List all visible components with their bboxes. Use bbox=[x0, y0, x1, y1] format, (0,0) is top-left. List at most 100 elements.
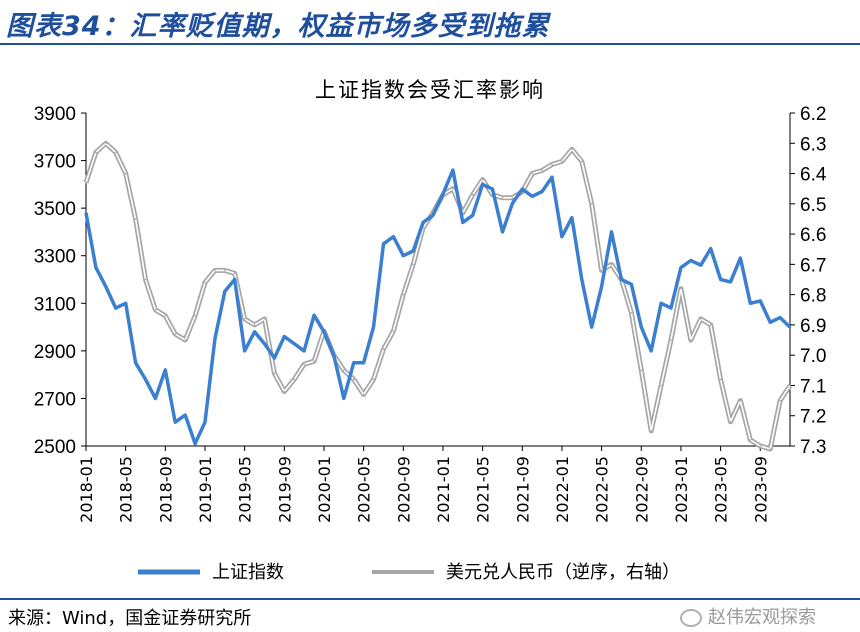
point-usdcny bbox=[561, 160, 563, 163]
point-shci bbox=[322, 330, 326, 333]
x-tick-label: 2018-05 bbox=[117, 456, 136, 523]
point-usdcny bbox=[343, 369, 345, 372]
y-right-tick-label: 6.3 bbox=[800, 134, 826, 155]
point-shci bbox=[402, 254, 405, 257]
point-shci bbox=[283, 335, 286, 338]
point-usdcny bbox=[531, 172, 533, 175]
x-tick-label: 2019-05 bbox=[236, 456, 255, 523]
figure-title: 图表34：汇率贬值期，权益市场多受到拖累 bbox=[6, 11, 550, 42]
x-tick-label: 2018-01 bbox=[77, 456, 96, 523]
point-shci bbox=[382, 242, 385, 245]
point-usdcny bbox=[660, 384, 662, 387]
series-line-usdcny bbox=[83, 140, 793, 452]
x-tick-label: 2019-09 bbox=[275, 456, 294, 523]
x-tick-label: 2023-09 bbox=[751, 456, 770, 523]
point-shci bbox=[739, 256, 742, 260]
y-left-tick-label: 3700 bbox=[34, 152, 76, 173]
point-usdcny bbox=[95, 151, 97, 154]
point-shci bbox=[540, 190, 544, 193]
point-usdcny bbox=[392, 330, 395, 332]
point-shci bbox=[679, 266, 683, 269]
point-shci bbox=[421, 221, 425, 224]
y-left-tick-label: 2700 bbox=[34, 389, 76, 410]
point-shci bbox=[659, 302, 663, 305]
x-tick-label: 2022-09 bbox=[632, 456, 651, 523]
y-left-tick-label: 2900 bbox=[34, 342, 76, 363]
point-shci bbox=[570, 216, 574, 219]
watermark-text: 赵伟宏观探索 bbox=[708, 607, 816, 628]
point-usdcny bbox=[134, 218, 137, 220]
y-right-tick-label: 6.5 bbox=[800, 195, 826, 216]
point-usdcny bbox=[680, 287, 682, 290]
x-tick-label: 2020-05 bbox=[355, 456, 374, 523]
point-shci bbox=[719, 278, 722, 281]
point-shci bbox=[392, 235, 395, 238]
x-tick-label: 2023-05 bbox=[712, 456, 731, 523]
point-shci bbox=[263, 342, 266, 345]
legend: 上证指数 美元兑人民币（逆序，右轴） bbox=[138, 562, 680, 583]
point-usdcny bbox=[709, 324, 712, 326]
point-usdcny bbox=[789, 384, 791, 387]
point-shci bbox=[114, 306, 117, 310]
y-axis-right: 6.2 6.3 6.4 6.5 6.6 6.7 6.8 6.9 7.0 7.1 7.2 7.3 bbox=[790, 104, 827, 458]
point-usdcny bbox=[174, 333, 176, 335]
y-left-tick-label: 3100 bbox=[34, 294, 76, 315]
point-shci bbox=[689, 259, 692, 262]
wechat-icon bbox=[680, 609, 702, 627]
point-shci bbox=[778, 316, 782, 319]
source-note: 来源：Wind，国金证券研究所 bbox=[8, 608, 252, 629]
y-right-tick-label: 6.9 bbox=[800, 316, 826, 337]
point-usdcny bbox=[263, 318, 266, 320]
y-left-tick-label: 2500 bbox=[34, 437, 76, 458]
point-shci bbox=[233, 278, 236, 281]
series-layer bbox=[83, 140, 793, 452]
point-usdcny bbox=[313, 360, 315, 363]
point-usdcny bbox=[372, 378, 375, 381]
series-line-shci bbox=[84, 168, 792, 446]
point-shci bbox=[412, 249, 415, 253]
point-usdcny bbox=[154, 309, 157, 311]
point-usdcny bbox=[759, 445, 762, 447]
point-shci bbox=[461, 221, 464, 224]
chart-title: 上证指数会受汇率影响 bbox=[315, 78, 545, 102]
point-shci bbox=[650, 349, 653, 353]
point-usdcny bbox=[590, 203, 593, 205]
point-shci bbox=[620, 278, 623, 281]
point-usdcny bbox=[749, 439, 752, 441]
point-shci bbox=[788, 325, 792, 329]
point-shci bbox=[640, 325, 643, 329]
bottom-rule bbox=[0, 598, 860, 600]
point-shci bbox=[600, 285, 603, 288]
point-usdcny bbox=[253, 324, 256, 326]
point-usdcny bbox=[184, 339, 186, 341]
point-usdcny bbox=[303, 363, 305, 366]
y-left-tick-label: 3500 bbox=[34, 199, 76, 220]
point-shci bbox=[362, 361, 365, 364]
point-shci bbox=[134, 361, 137, 364]
point-usdcny bbox=[352, 378, 355, 381]
point-shci bbox=[749, 302, 752, 305]
point-usdcny bbox=[382, 348, 385, 350]
point-shci bbox=[84, 211, 88, 215]
point-usdcny bbox=[233, 272, 236, 275]
point-usdcny bbox=[105, 142, 107, 145]
point-usdcny bbox=[600, 269, 603, 272]
watermark: 赵伟宏观探索 bbox=[680, 603, 816, 629]
point-shci bbox=[610, 230, 613, 234]
point-shci bbox=[243, 349, 246, 353]
point-shci bbox=[550, 176, 554, 179]
point-usdcny bbox=[85, 181, 87, 184]
point-usdcny bbox=[571, 148, 573, 151]
point-shci bbox=[590, 325, 593, 329]
point-shci bbox=[481, 183, 484, 186]
y-left-tick-label: 3900 bbox=[34, 104, 76, 125]
point-shci bbox=[184, 413, 187, 417]
plot-frame bbox=[85, 113, 791, 447]
point-shci bbox=[521, 187, 524, 191]
point-shci bbox=[174, 421, 177, 424]
point-usdcny bbox=[114, 151, 117, 154]
point-usdcny bbox=[541, 169, 543, 172]
point-shci bbox=[511, 202, 514, 205]
x-tick-label: 2022-05 bbox=[593, 456, 612, 523]
